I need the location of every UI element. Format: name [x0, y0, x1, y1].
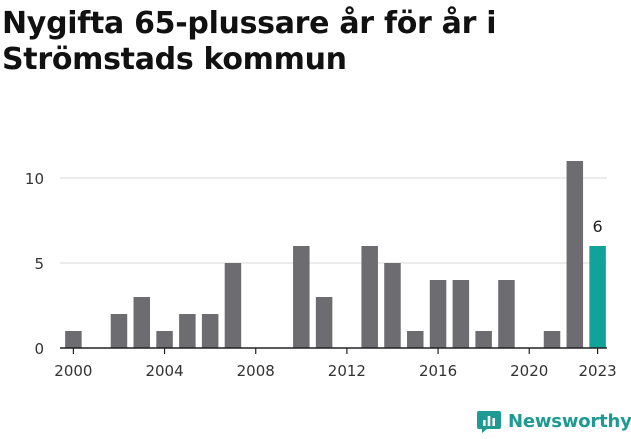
bars — [65, 161, 606, 348]
bar-2002 — [110, 314, 128, 348]
bar-chart: 0 5 10 6 2000 2004 2008 2012 2016 2020 2023 — [25, 161, 617, 380]
bar-2021 — [543, 331, 561, 348]
y-tick-label: 0 — [34, 340, 44, 358]
newsworthy-logo-icon — [477, 411, 501, 433]
x-axis-ticks — [72, 348, 599, 354]
y-tick-label: 5 — [34, 255, 44, 273]
bar-2017 — [452, 280, 470, 348]
bar-2011 — [315, 297, 333, 348]
bar-2005 — [179, 314, 196, 348]
y-tick-label: 10 — [25, 170, 44, 188]
y-axis-labels: 0 5 10 — [25, 170, 44, 358]
bar-2013 — [361, 246, 378, 348]
brand-name: Newsworthy — [508, 410, 631, 432]
x-tick-label: 2023 — [579, 362, 617, 380]
bar-2022 — [566, 161, 584, 348]
bar-2000 — [65, 331, 82, 348]
x-tick-label: 2008 — [237, 362, 275, 380]
x-tick-label: 2004 — [145, 362, 183, 380]
gridlines — [60, 177, 607, 264]
data-label-2023: 6 — [593, 217, 603, 236]
bar-2019 — [498, 280, 515, 348]
x-tick-label: 2012 — [328, 362, 366, 380]
x-tick-label: 2000 — [54, 362, 92, 380]
bar-2007 — [224, 263, 242, 348]
bar-2016 — [429, 280, 447, 348]
bar-2023 — [589, 246, 606, 348]
bar-2003 — [133, 297, 151, 348]
bar-2004 — [156, 331, 173, 348]
bar-2010 — [293, 246, 310, 348]
chart-title: Nygifta 65-plussare år för år i Strömsta… — [2, 6, 497, 77]
x-tick-label: 2016 — [419, 362, 457, 380]
bar-2014 — [384, 263, 401, 348]
x-tick-label: 2020 — [510, 362, 548, 380]
newsworthy-logo: Newsworthy — [476, 408, 631, 434]
bar-2018 — [475, 331, 492, 348]
data-labels: 6 — [593, 217, 603, 236]
bar-2006 — [201, 314, 219, 348]
x-axis-labels: 2000 2004 2008 2012 2016 2020 2023 — [54, 362, 616, 380]
bar-2015 — [407, 331, 424, 348]
